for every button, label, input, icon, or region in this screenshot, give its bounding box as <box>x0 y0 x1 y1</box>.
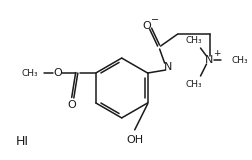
Text: CH₃: CH₃ <box>185 80 202 89</box>
Text: O: O <box>68 100 76 110</box>
Text: HI: HI <box>15 135 28 148</box>
Text: CH₃: CH₃ <box>21 68 38 77</box>
Text: CH₃: CH₃ <box>185 36 202 45</box>
Text: +: + <box>213 49 220 58</box>
Text: −: − <box>151 15 159 25</box>
Text: N: N <box>163 62 172 72</box>
Text: OH: OH <box>126 135 143 145</box>
Text: CH₃: CH₃ <box>231 56 248 64</box>
Text: N: N <box>205 55 214 65</box>
Text: O: O <box>142 21 151 31</box>
Text: O: O <box>53 68 62 78</box>
